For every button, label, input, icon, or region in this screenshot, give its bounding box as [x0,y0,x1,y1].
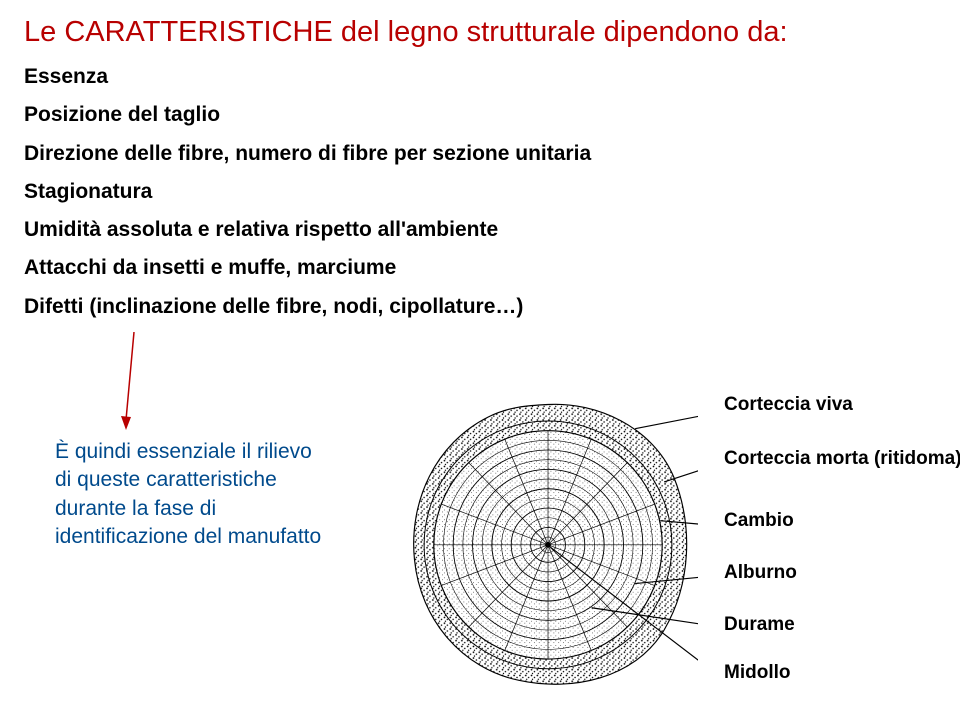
bullet-list: Essenza Posizione del taglio Direzione d… [24,64,591,332]
bullet-item: Direzione delle fibre, numero di fibre p… [24,141,591,167]
trunk-label-alburno: Alburno [724,562,797,584]
trunk-label-corteccia-morta: Corteccia morta (ritidoma) [724,448,960,470]
bullet-item: Posizione del taglio [24,102,591,128]
trunk-cross-section-diagram: Corteccia viva Corteccia morta (ritidoma… [398,380,948,695]
bullet-item: Umidità assoluta e relativa rispetto all… [24,217,591,243]
bullet-item: Difetti (inclinazione delle fibre, nodi,… [24,294,591,320]
trunk-label-cambio: Cambio [724,510,794,532]
trunk-label-corteccia-viva: Corteccia viva [724,394,853,416]
arrow-icon [120,332,144,437]
callout-text: È quindi essenziale il rilievo di queste… [55,438,325,551]
page-title: Le CARATTERISTICHE del legno strutturale… [24,16,788,49]
trunk-label-midollo: Midollo [724,662,790,684]
trunk-label-durame: Durame [724,614,795,636]
bullet-item: Attacchi da insetti e muffe, marciume [24,255,591,281]
bullet-item: Stagionatura [24,179,591,205]
trunk-svg [398,390,698,690]
bullet-item: Essenza [24,64,591,90]
